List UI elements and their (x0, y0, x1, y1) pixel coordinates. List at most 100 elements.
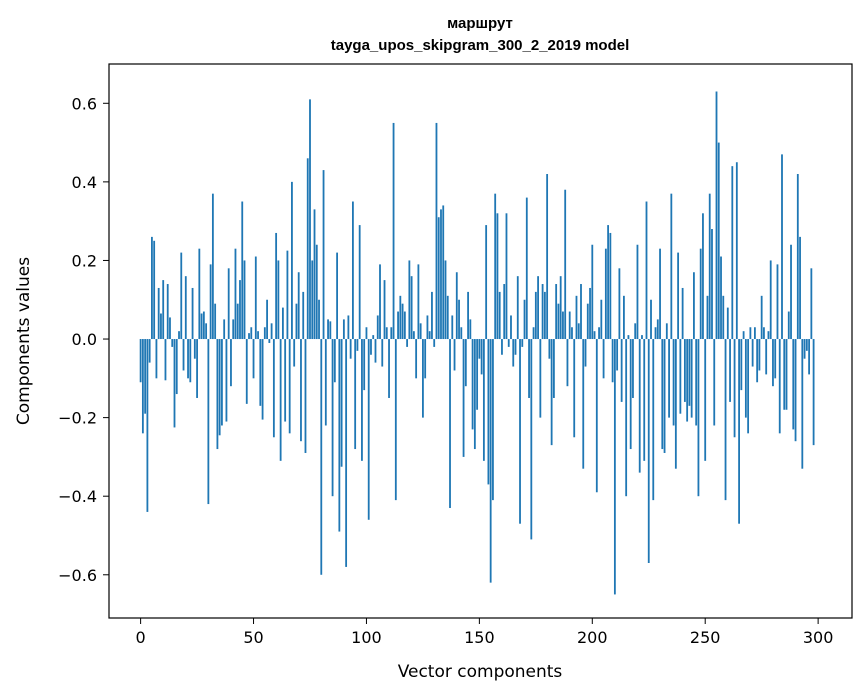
bar-187 (562, 311, 564, 340)
bar-27 (200, 313, 203, 340)
bar-157 (494, 193, 497, 340)
bar-245 (693, 272, 695, 340)
bar-47 (245, 339, 248, 404)
bar-97 (358, 225, 361, 340)
bar-96 (356, 339, 359, 351)
bar-263 (733, 339, 736, 438)
bar-256 (717, 142, 720, 340)
bar-49 (250, 327, 253, 340)
bar-91 (345, 339, 348, 567)
x-tick-label: 50 (243, 628, 263, 647)
bar-282 (776, 264, 779, 340)
x-axis-label: Vector components (398, 662, 563, 682)
bar-262 (731, 166, 734, 340)
bar-67 (291, 181, 293, 340)
bar-218 (632, 339, 634, 398)
bar-276 (763, 327, 765, 340)
bar-10 (162, 280, 165, 340)
y-axis-label: Components values (14, 257, 34, 425)
bar-24 (193, 339, 196, 359)
bar-23 (191, 287, 194, 340)
bar-70 (297, 272, 300, 340)
bar-2 (144, 339, 147, 414)
bar-69 (295, 303, 298, 340)
bar-160 (501, 339, 503, 355)
bar-145 (467, 291, 469, 340)
bar-115 (399, 295, 402, 340)
bar-189 (566, 339, 569, 387)
bar-45 (241, 201, 244, 340)
bar-244 (690, 339, 693, 418)
bar-213 (620, 339, 623, 402)
bar-179 (543, 291, 546, 340)
bar-196 (582, 339, 585, 469)
bar-53 (259, 339, 262, 406)
bar-135 (444, 260, 447, 340)
bar-210 (613, 339, 616, 595)
bar-259 (724, 339, 727, 501)
bar-4 (148, 339, 151, 363)
bar-250 (704, 339, 707, 461)
bar-101 (367, 339, 370, 520)
bar-223 (643, 339, 646, 461)
bar-207 (607, 225, 609, 340)
bar-51 (254, 256, 257, 340)
bar-255 (715, 91, 718, 340)
bar-65 (286, 250, 289, 340)
bar-134 (442, 205, 445, 340)
bar-94 (352, 201, 354, 340)
bar-264 (735, 162, 738, 340)
bar-232 (663, 339, 666, 453)
bar-123 (417, 264, 420, 340)
bar-247 (697, 339, 700, 497)
bar-254 (713, 339, 716, 426)
bar-66 (288, 339, 291, 434)
bar-217 (629, 339, 632, 450)
bar-46 (243, 260, 246, 340)
bar-285 (783, 339, 786, 410)
bar-108 (383, 280, 386, 340)
bar-142 (460, 327, 463, 340)
bar-76 (311, 260, 314, 340)
bar-171 (525, 197, 528, 340)
bar-155 (489, 339, 492, 583)
bar-238 (677, 252, 680, 340)
x-tick-label: 0 (136, 628, 146, 647)
bar-291 (796, 174, 799, 340)
bar-194 (577, 323, 580, 340)
bar-205 (602, 339, 605, 379)
y-tick-label: −0.2 (58, 409, 97, 428)
bar-126 (424, 339, 427, 379)
bar-221 (638, 339, 641, 473)
x-tick-label: 300 (803, 628, 834, 647)
bar-133 (440, 209, 442, 340)
bar-32 (211, 193, 214, 340)
bar-52 (257, 331, 259, 340)
bar-34 (216, 339, 219, 450)
bar-280 (772, 339, 774, 387)
bar-268 (744, 339, 747, 418)
y-axis: −0.6 −0.4 −0.2 0.0 0.2 0.4 0.6 (58, 94, 109, 585)
bar-129 (431, 291, 433, 340)
bar-236 (672, 339, 675, 426)
bar-241 (683, 339, 686, 402)
bar-175 (534, 291, 537, 340)
bar-59 (272, 339, 275, 438)
bar-277 (765, 339, 768, 375)
bar-190 (568, 311, 571, 340)
bar-117 (403, 311, 406, 340)
bar-188 (564, 189, 567, 340)
bar-81 (322, 170, 325, 340)
bar-297 (810, 268, 813, 340)
bar-43 (236, 303, 239, 340)
y-tick-label: 0.6 (72, 94, 97, 113)
bar-230 (659, 248, 661, 340)
bar-237 (674, 339, 677, 469)
bar-121 (412, 331, 415, 340)
bar-35 (218, 339, 221, 436)
bar-182 (550, 339, 553, 446)
bar-204 (600, 299, 603, 340)
bar-72 (302, 291, 305, 340)
bar-295 (805, 339, 808, 351)
